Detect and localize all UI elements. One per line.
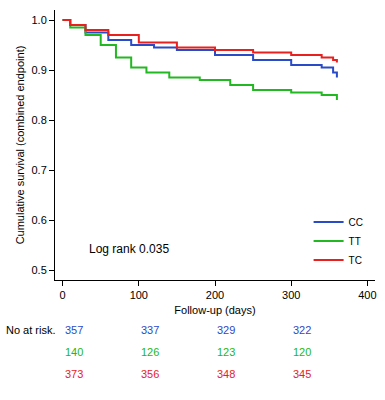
svg-text:Log rank 0.035: Log rank 0.035 [89, 242, 169, 256]
svg-text:0.5: 0.5 [32, 264, 47, 276]
svg-text:337: 337 [141, 324, 159, 336]
svg-text:140: 140 [65, 346, 83, 358]
svg-text:CC: CC [349, 217, 363, 228]
svg-text:200: 200 [206, 289, 224, 301]
svg-text:0.9: 0.9 [32, 64, 47, 76]
svg-text:TC: TC [349, 255, 362, 266]
svg-text:123: 123 [217, 346, 235, 358]
svg-text:1.0: 1.0 [32, 14, 47, 26]
svg-text:0: 0 [60, 289, 66, 301]
svg-text:126: 126 [141, 346, 159, 358]
svg-text:300: 300 [282, 289, 300, 301]
svg-text:357: 357 [65, 324, 83, 336]
svg-text:0.6: 0.6 [32, 214, 47, 226]
svg-text:356: 356 [141, 368, 159, 380]
svg-text:345: 345 [293, 368, 311, 380]
svg-text:348: 348 [217, 368, 235, 380]
svg-text:TT: TT [349, 236, 361, 247]
svg-text:373: 373 [65, 368, 83, 380]
svg-text:0.8: 0.8 [32, 114, 47, 126]
svg-text:322: 322 [293, 324, 311, 336]
svg-text:100: 100 [130, 289, 148, 301]
svg-text:No at risk.: No at risk. [6, 324, 56, 336]
svg-text:0.7: 0.7 [32, 164, 47, 176]
svg-text:120: 120 [293, 346, 311, 358]
svg-text:Follow-up (days): Follow-up (days) [174, 304, 255, 316]
svg-text:329: 329 [217, 324, 235, 336]
svg-text:Cumulative survival (combined: Cumulative survival (combined endpoint) [14, 46, 26, 245]
svg-text:400: 400 [358, 289, 376, 301]
